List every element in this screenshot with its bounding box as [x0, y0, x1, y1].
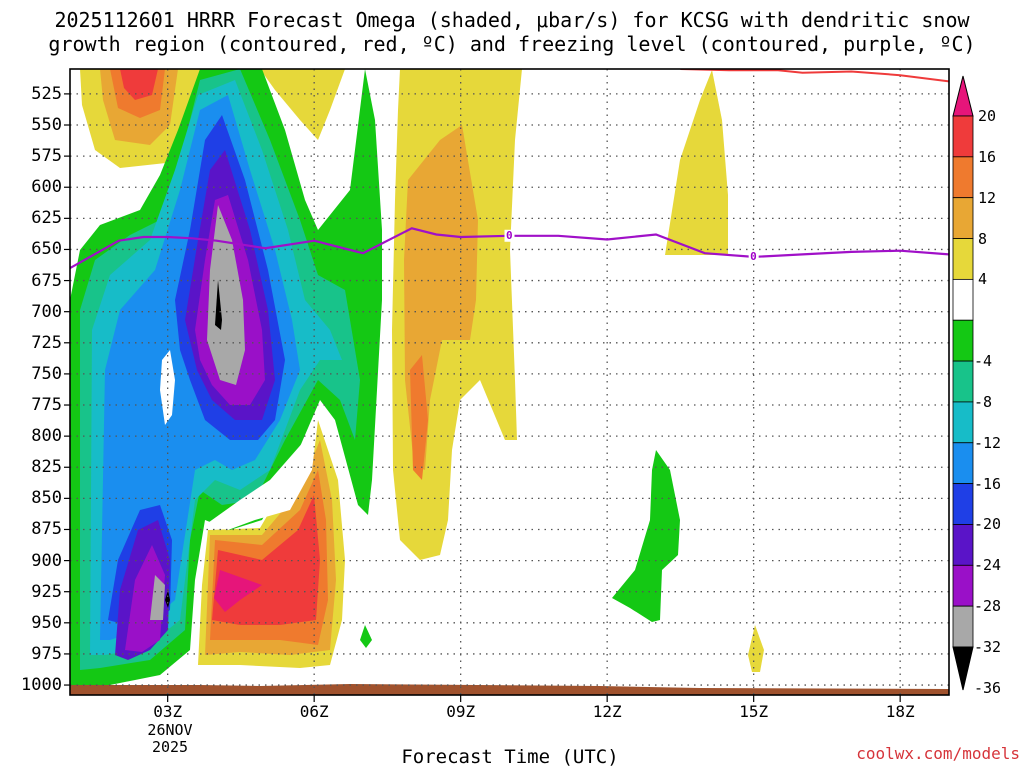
y-tick-label-950: 950 [31, 612, 62, 633]
y-tick-label-775: 775 [31, 395, 62, 416]
colorbar-bin--24--20 [952, 483, 974, 525]
x-ticks [167, 695, 901, 702]
source-credit[interactable]: coolwx.com/models [856, 744, 1020, 763]
chart-title-line2: growth region (contoured, red, ºC) and f… [48, 32, 976, 56]
colorbar-label--28: -28 [974, 597, 1002, 616]
omega-shaded-field [70, 69, 949, 695]
colorbar-label--20: -20 [974, 515, 1002, 534]
surface-ground [70, 684, 949, 695]
colorbar-bin-8-12 [952, 197, 974, 239]
freezing-level-label: 0 [506, 228, 513, 242]
colorbar-under-triangle [952, 646, 974, 691]
y-tick-label-650: 650 [31, 239, 62, 260]
colorbar-bin--8--4 [952, 319, 974, 362]
y-tick-label-925: 925 [31, 581, 62, 602]
colorbar-label--24: -24 [974, 556, 1002, 575]
y-tick-label-850: 850 [31, 488, 62, 509]
y-tick-label-600: 600 [31, 177, 62, 198]
colorbar-label-8: 8 [978, 229, 988, 248]
y-tick-label-900: 900 [31, 550, 62, 571]
freezing-level-contour [70, 227, 949, 270]
y-tick-label-675: 675 [31, 270, 62, 291]
colorbar [952, 75, 974, 691]
freezing-level-layer [70, 69, 949, 270]
colorbar-label-20: 20 [978, 107, 997, 125]
plot-frame [69, 68, 950, 696]
colorbar-bin-4-8 [952, 238, 974, 280]
omega-fill-right-green [612, 450, 680, 622]
x-tick-label-06Z: 06Z [299, 702, 329, 721]
colorbar-label-16: 16 [978, 147, 997, 166]
plot-grid [70, 69, 949, 695]
y-tick-label-725: 725 [31, 332, 62, 353]
y-ticks [64, 93, 70, 686]
omega-fill-right-yellow-upper [665, 70, 728, 255]
date-label-year: 2025 [151, 738, 189, 756]
date-label-day: 26NOV [147, 721, 193, 739]
freezing-level-label-bg-0 [504, 229, 515, 242]
colorbar-label--12: -12 [974, 433, 1002, 452]
y-tick-label-1000: 1000 [21, 675, 62, 696]
x-tick-label-15Z: 15Z [739, 702, 769, 721]
y-tick-label-825: 825 [31, 457, 62, 478]
x-tick-label-09Z: 09Z [446, 702, 476, 721]
colorbar-bin--12--8 [952, 360, 974, 403]
colorbar-label--32: -32 [974, 638, 1002, 656]
omega-fill-top-yellow-band [260, 69, 345, 140]
dgz-top-contour [680, 69, 949, 83]
y-tick-label-700: 700 [31, 301, 62, 322]
x-tick-label-12Z: 12Z [592, 702, 622, 721]
colorbar-bin--28--24 [952, 524, 974, 566]
x-tick-label-18Z: 18Z [885, 702, 915, 721]
y-tick-label-750: 750 [31, 363, 62, 384]
colorbar-label--16: -16 [974, 474, 1002, 493]
colorbar-bin-16-20 [952, 115, 974, 158]
y-tick-label-875: 875 [31, 519, 62, 540]
colorbar-label--8: -8 [974, 392, 993, 411]
colorbar-bin--4-4 [952, 278, 974, 321]
colorbar-bin--16--12 [952, 401, 974, 444]
colorbar-bin-12-16 [952, 156, 974, 199]
y-tick-label-975: 975 [31, 643, 62, 664]
colorbar-label-12: 12 [978, 188, 997, 207]
x-axis-title: Forecast Time (UTC) [401, 746, 619, 768]
y-tick-label-625: 625 [31, 208, 62, 229]
freezing-level-label: 0 [750, 249, 757, 263]
y-tick-label-550: 550 [31, 115, 62, 135]
y-tick-label-800: 800 [31, 426, 62, 447]
chart-title-line1: 2025112601 HRRR Forecast Omega (shaded, … [54, 8, 970, 32]
colorbar-label--36: -36 [974, 678, 1002, 697]
colorbar-label-4: 4 [978, 270, 988, 289]
freezing-level-label-bg-1 [748, 250, 759, 263]
x-tick-label-03Z: 03Z [153, 702, 183, 721]
y-tick-label-575: 575 [31, 146, 62, 167]
colorbar-bin--36--32 [952, 605, 974, 648]
colorbar-label--4: -4 [974, 352, 993, 371]
colorbar-over-triangle [952, 75, 974, 117]
colorbar-bin--20--16 [952, 442, 974, 485]
y-tick-label-525: 525 [31, 83, 62, 104]
colorbar-bin--32--28 [952, 564, 974, 607]
